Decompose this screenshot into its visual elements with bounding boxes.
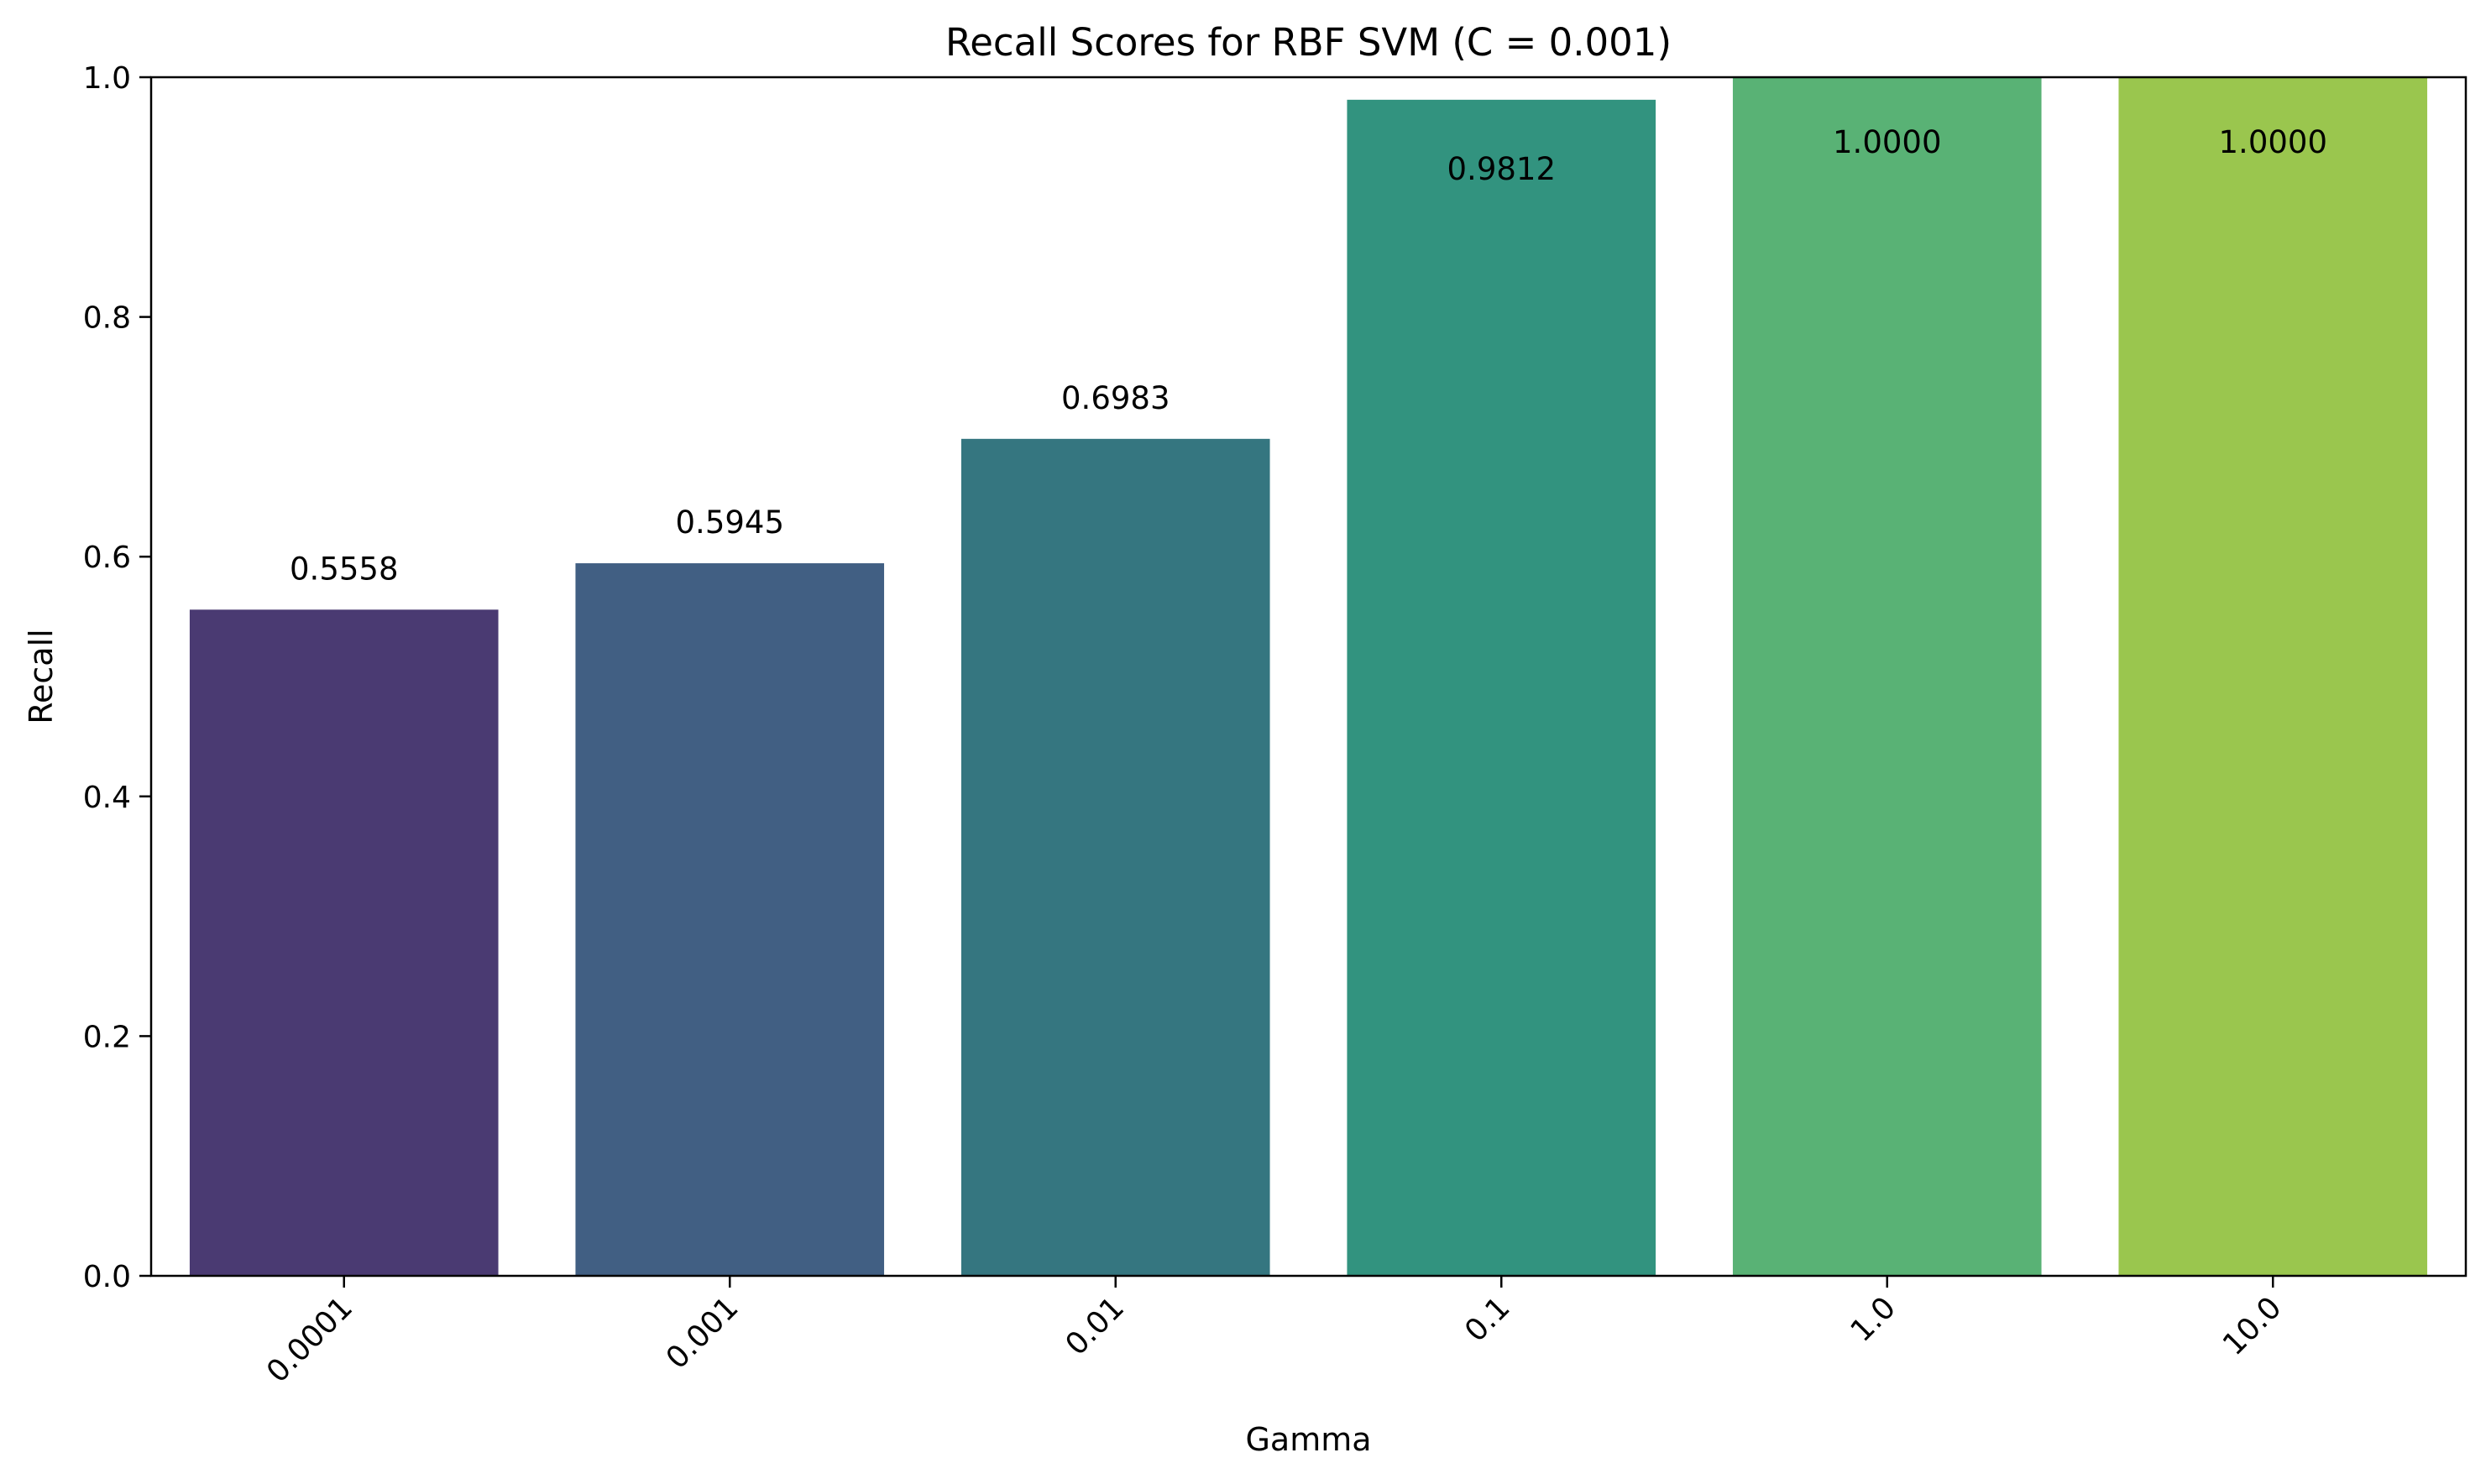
y-tick-label: 0.4: [83, 781, 131, 815]
plot-frame: [149, 76, 2467, 1278]
bar-10.0: [2118, 77, 2428, 1276]
bar-1.0: [1732, 77, 2042, 1276]
value-label-0.001: 0.5945: [676, 504, 784, 541]
value-label-0.1: 0.9812: [1447, 151, 1556, 187]
y-tick-label: 1.0: [83, 61, 131, 96]
bars-layer: [189, 77, 2428, 1276]
bar-0.001: [575, 563, 885, 1276]
y-tick-label: 0.0: [83, 1260, 131, 1294]
y-axis: 0.0 0.2 0.4 0.6 0.8 1.0: [83, 61, 151, 1294]
y-axis-title: Recall: [23, 629, 60, 724]
chart-title: Recall Scores for RBF SVM (C = 0.001): [945, 20, 1672, 65]
value-labels-layer: 0.5558 0.5945 0.6983 0.9812 1.0000 1.0000: [290, 124, 2327, 587]
value-label-0.0001: 0.5558: [290, 551, 398, 587]
x-axis-title: Gamma: [1245, 1421, 1371, 1458]
y-tick-label: 0.2: [83, 1020, 131, 1054]
value-label-0.01: 0.6983: [1061, 380, 1170, 416]
value-label-1.0: 1.0000: [1833, 124, 1941, 160]
value-label-10.0: 1.0000: [2219, 124, 2327, 160]
bar-0.0001: [189, 609, 499, 1276]
bar-0.01: [960, 438, 1270, 1276]
bar-0.1: [1347, 99, 1656, 1276]
y-tick-label: 0.8: [83, 301, 131, 336]
y-tick-label: 0.6: [83, 541, 131, 575]
